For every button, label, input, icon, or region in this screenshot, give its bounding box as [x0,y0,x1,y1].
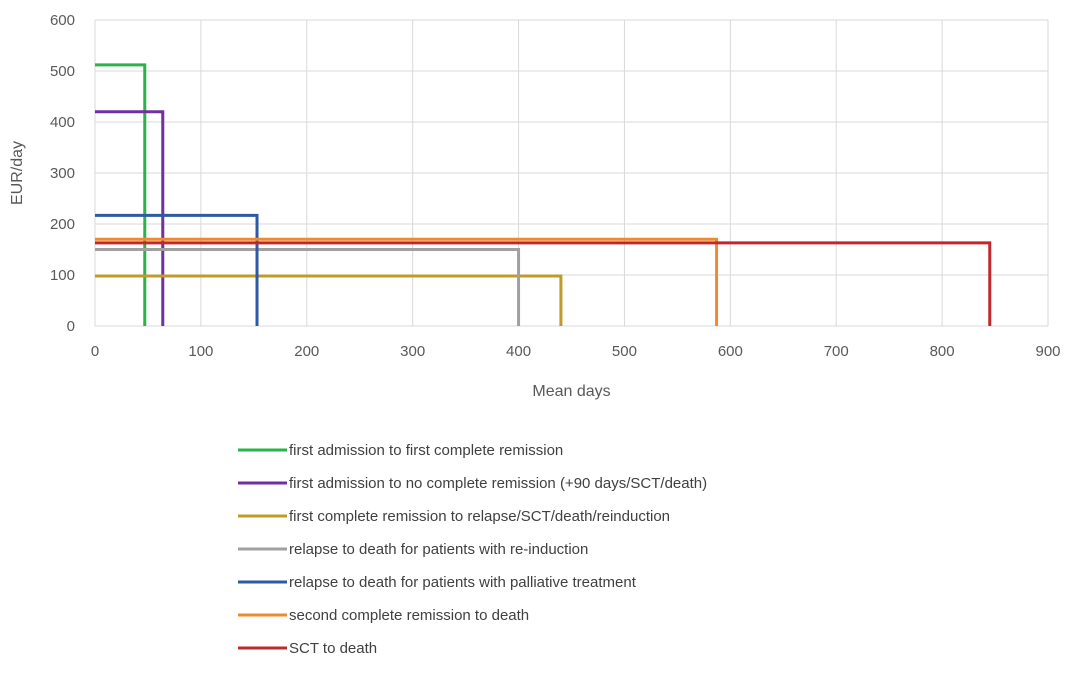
legend-label: first complete remission to relapse/SCT/… [289,508,670,525]
y-tick-label: 300 [50,165,75,182]
y-tick-label: 400 [50,114,75,131]
series-lines [95,63,992,326]
legend-label: second complete remission to death [289,607,529,624]
y-tick-label: 200 [50,216,75,233]
legend-label: first admission to first complete remiss… [289,442,563,459]
x-tick-label: 400 [506,343,531,360]
x-tick-label: 500 [612,343,637,360]
x-tick-label: 800 [930,343,955,360]
x-tick-label: 600 [718,343,743,360]
series-line-7 [95,241,992,326]
series-line-2 [95,110,165,326]
x-tick-label: 900 [1035,343,1060,360]
y-tick-label: 600 [50,12,75,29]
grid-lines [94,19,1049,326]
y-tick-label: 100 [50,267,75,284]
legend: first admission to first complete remiss… [238,442,707,657]
x-tick-label: 100 [188,343,213,360]
legend-label: SCT to death [289,640,377,657]
legend-label: relapse to death for patients with palli… [289,574,637,591]
series-line-3 [95,274,563,326]
x-tick-label: 0 [91,343,99,360]
x-tick-label: 200 [294,343,319,360]
series-line-1 [95,63,147,326]
x-tick-label: 700 [824,343,849,360]
y-tick-label: 500 [50,63,75,80]
series-line-5 [95,213,259,326]
legend-label: first admission to no complete remission… [289,475,707,492]
legend-label: relapse to death for patients with re-in… [289,541,588,558]
tick-labels: 0 100 200 300 400 500 600 0 100 200 300 400 500 600 70… [50,12,1061,360]
y-axis-title: EUR/day [9,141,26,205]
series-line-4 [95,248,521,326]
y-tick-label: 0 [67,318,75,335]
series-line-6 [95,237,719,326]
x-axis-title: Mean days [532,383,610,400]
x-tick-label: 300 [400,343,425,360]
